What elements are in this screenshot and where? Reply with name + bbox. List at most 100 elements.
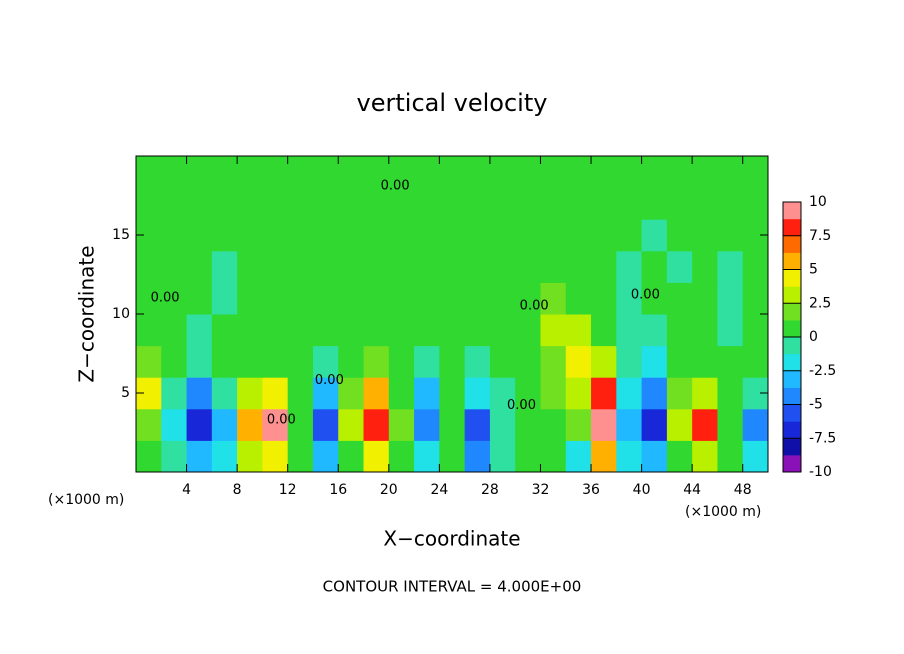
field-cell <box>591 345 617 378</box>
field-cell <box>312 345 339 378</box>
field-cell <box>136 440 162 473</box>
field-cell <box>489 440 516 473</box>
field-cell <box>540 219 567 252</box>
field-cell <box>262 377 289 410</box>
field-cell <box>136 282 162 315</box>
field-cell <box>414 282 440 315</box>
field-cell <box>237 219 263 252</box>
x-tick-label: 4 <box>182 482 191 498</box>
field-cell <box>388 345 415 378</box>
field-cell <box>338 187 365 220</box>
field-cell <box>616 377 643 410</box>
y-axis-label: Z−coordinate <box>75 245 99 382</box>
field-cell <box>312 377 339 410</box>
field-cell <box>211 345 238 378</box>
field-cell <box>439 219 466 252</box>
field-cell <box>515 282 541 315</box>
field-cell <box>717 440 744 473</box>
field-cell <box>312 250 339 283</box>
field-cell <box>338 282 365 315</box>
field-cell <box>717 345 744 378</box>
field-cell <box>464 282 491 315</box>
field-cell <box>591 314 617 347</box>
field-cell <box>211 282 238 315</box>
x-unit-label: (×1000 m) <box>685 504 761 520</box>
field-cell <box>565 440 592 473</box>
field-cell <box>666 187 693 220</box>
field-cell <box>692 282 718 315</box>
field-cell <box>439 345 466 378</box>
field-cell <box>616 314 643 347</box>
field-cell <box>414 377 440 410</box>
field-cell <box>161 408 188 441</box>
field-cell <box>262 282 289 315</box>
field-cell <box>666 345 693 378</box>
field-cell <box>287 345 314 378</box>
field-cell <box>414 314 440 347</box>
field-cell <box>591 408 617 441</box>
x-tick-label: 12 <box>279 482 297 498</box>
field-cell <box>237 282 263 315</box>
field-cell <box>692 314 718 347</box>
field-cell <box>515 345 541 378</box>
field-cell <box>666 440 693 473</box>
field-cell <box>211 219 238 252</box>
field-cell <box>692 377 718 410</box>
field-cell <box>464 156 491 189</box>
colorbar-tick-label: 7.5 <box>809 228 831 244</box>
field-cell <box>211 440 238 473</box>
field-cell <box>262 408 289 441</box>
field-cell <box>515 250 541 283</box>
field-cell <box>414 250 440 283</box>
field-cell <box>363 408 390 441</box>
field-cell <box>591 156 617 189</box>
field-cell <box>565 187 592 220</box>
colorbar-tick-label: -7.5 <box>809 430 836 446</box>
field-cell <box>439 250 466 283</box>
field-cell <box>742 156 769 189</box>
field-cell <box>161 219 188 252</box>
field-cell <box>666 314 693 347</box>
colorbar-band <box>783 421 801 439</box>
field-cell <box>565 282 592 315</box>
field-cell <box>439 440 466 473</box>
field-cell <box>565 408 592 441</box>
field-cell <box>616 345 643 378</box>
field-cell <box>641 219 668 252</box>
field-cell <box>616 156 643 189</box>
field-cell <box>666 408 693 441</box>
field-cell <box>692 219 718 252</box>
field-cell <box>464 250 491 283</box>
contour-label: 0.00 <box>520 299 549 314</box>
field-cell <box>338 250 365 283</box>
contour-label: 0.00 <box>267 412 296 427</box>
field-cell <box>565 250 592 283</box>
x-tick-label: 24 <box>430 482 448 498</box>
field-cell <box>363 440 390 473</box>
field-cell <box>641 440 668 473</box>
field-cell <box>211 377 238 410</box>
field-cell <box>211 156 238 189</box>
field-cell <box>666 219 693 252</box>
colorbar-band <box>783 252 801 270</box>
colorbar-band <box>783 235 801 253</box>
field-cell <box>742 282 769 315</box>
footer: CONTOUR INTERVAL = 4.000E+00 <box>323 578 582 596</box>
field-cell <box>489 187 516 220</box>
field-cell <box>515 187 541 220</box>
field-cell <box>641 187 668 220</box>
field-cell <box>136 187 162 220</box>
colorbar-tick-label: -10 <box>809 464 832 480</box>
field-cell <box>388 250 415 283</box>
field-cell <box>312 219 339 252</box>
field-cell <box>363 314 390 347</box>
field-cell <box>641 377 668 410</box>
field-cell <box>363 187 390 220</box>
field-cell <box>388 156 415 189</box>
x-tick-label: 32 <box>532 482 550 498</box>
y-tick-label: 5 <box>121 385 130 401</box>
x-tick-label: 28 <box>481 482 499 498</box>
field-cell <box>641 282 668 315</box>
colorbar-band <box>783 320 801 338</box>
